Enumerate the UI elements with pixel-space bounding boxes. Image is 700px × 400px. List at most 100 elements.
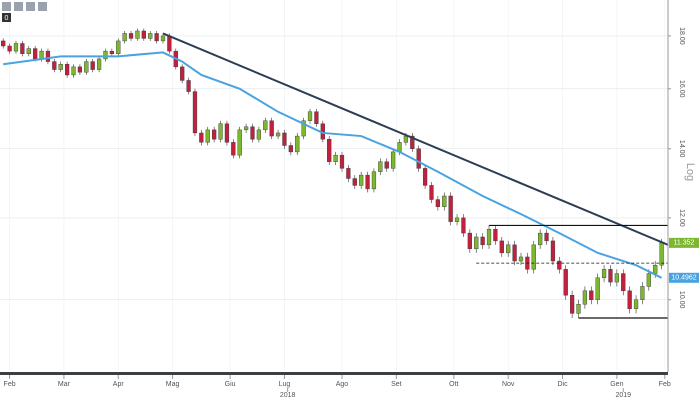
x-tick-label: Nov bbox=[502, 381, 515, 388]
axis-label: Log bbox=[684, 163, 696, 181]
candle-body bbox=[84, 61, 89, 73]
candle-body bbox=[77, 66, 83, 73]
candle-body bbox=[263, 120, 268, 131]
candle-body bbox=[544, 232, 549, 242]
candle-body bbox=[65, 64, 70, 76]
candle-body bbox=[90, 61, 95, 70]
candle-body bbox=[141, 30, 146, 39]
candle-body bbox=[627, 290, 632, 309]
candle-body bbox=[582, 290, 588, 305]
plot bbox=[0, 0, 669, 370]
candle-body bbox=[621, 273, 626, 292]
candle-body bbox=[103, 50, 108, 60]
candle-body bbox=[250, 126, 255, 140]
candle-body bbox=[410, 135, 415, 149]
candle-body bbox=[403, 135, 409, 143]
x-tick-label: Ago bbox=[336, 381, 349, 388]
candle-body bbox=[429, 185, 434, 200]
candle-body bbox=[218, 123, 223, 140]
candle-body bbox=[199, 132, 204, 143]
candle-body bbox=[442, 195, 447, 207]
candle-body bbox=[7, 45, 12, 52]
candle-body bbox=[448, 195, 453, 222]
candle-body bbox=[550, 240, 556, 262]
candle-body bbox=[1, 40, 6, 47]
candle-body bbox=[186, 80, 191, 92]
candle-body bbox=[45, 50, 51, 62]
moving-average bbox=[3, 51, 663, 279]
candle-body bbox=[646, 273, 651, 287]
candle-body bbox=[467, 232, 472, 250]
trendline bbox=[162, 32, 669, 246]
candle-body bbox=[416, 148, 421, 169]
x-axis-bar bbox=[0, 372, 668, 375]
candle-body bbox=[531, 244, 536, 270]
candle-body bbox=[148, 33, 153, 39]
x-tick-label: Mag bbox=[166, 381, 180, 388]
toolbar-box bbox=[2, 13, 11, 22]
x-tick-label: Apr bbox=[113, 381, 125, 388]
candle-body bbox=[499, 240, 504, 254]
candle-body bbox=[212, 129, 217, 140]
candle-body bbox=[288, 145, 293, 153]
y-tick-label: 14.00 bbox=[678, 140, 685, 158]
y-tick-label: 12.00 bbox=[678, 209, 685, 227]
candle-body bbox=[512, 244, 517, 262]
tool-icon[interactable] bbox=[38, 2, 47, 11]
candle-body bbox=[538, 232, 543, 246]
candle-body bbox=[365, 174, 370, 190]
y-tick-label: 18.00 bbox=[678, 27, 685, 45]
candle-body bbox=[237, 129, 242, 156]
candle-body bbox=[563, 269, 568, 296]
candle-body bbox=[352, 178, 357, 186]
candle-body bbox=[314, 111, 319, 124]
x-tick-label: Feb bbox=[4, 381, 16, 388]
candle-body bbox=[653, 264, 658, 274]
candle-body bbox=[633, 299, 639, 309]
candle-body bbox=[359, 174, 364, 186]
candle-body bbox=[384, 161, 389, 169]
candle-body bbox=[506, 244, 511, 254]
candle-body bbox=[454, 217, 460, 222]
x-tick-label: Gen bbox=[610, 381, 623, 388]
candle-body bbox=[231, 142, 236, 156]
candle-body bbox=[205, 129, 210, 143]
candle-body bbox=[589, 290, 594, 300]
candle-body bbox=[493, 229, 498, 242]
candle-body bbox=[378, 161, 383, 172]
candle-body bbox=[659, 242, 664, 266]
tool-icon[interactable] bbox=[26, 2, 35, 11]
tool-icon[interactable] bbox=[2, 2, 11, 11]
y-tick-label: 10.00 bbox=[678, 291, 685, 309]
candle-body bbox=[461, 217, 466, 234]
candle-body bbox=[275, 132, 281, 137]
candle-body bbox=[391, 151, 396, 169]
x-tick-label: Mar bbox=[58, 381, 71, 388]
candle-body bbox=[122, 33, 127, 42]
toolbar: 0 bbox=[2, 2, 47, 22]
candle-body bbox=[614, 273, 619, 283]
candle-body bbox=[327, 138, 332, 162]
candle-body bbox=[640, 286, 645, 300]
candle-body bbox=[52, 61, 57, 70]
x-tick-label: Feb bbox=[659, 381, 671, 388]
candle-body bbox=[282, 132, 287, 146]
tool-icon[interactable] bbox=[14, 2, 23, 11]
candle-body bbox=[128, 33, 134, 39]
candle-body bbox=[339, 154, 345, 169]
candle-body bbox=[333, 154, 338, 162]
x-tick-label: Ott bbox=[449, 381, 458, 388]
candle-body bbox=[160, 35, 166, 42]
price-tag bbox=[669, 272, 699, 283]
candle-body bbox=[243, 126, 249, 131]
x-tick-label: Dic bbox=[557, 381, 568, 388]
candle-body bbox=[224, 123, 230, 143]
candle-body bbox=[116, 40, 121, 54]
price-tag-label: 11.352 bbox=[674, 240, 695, 247]
candle-body bbox=[346, 168, 351, 179]
candle-body bbox=[435, 199, 440, 207]
candle-body bbox=[307, 111, 313, 121]
x-tick-label: Set bbox=[391, 381, 402, 388]
candle-body bbox=[269, 120, 274, 137]
